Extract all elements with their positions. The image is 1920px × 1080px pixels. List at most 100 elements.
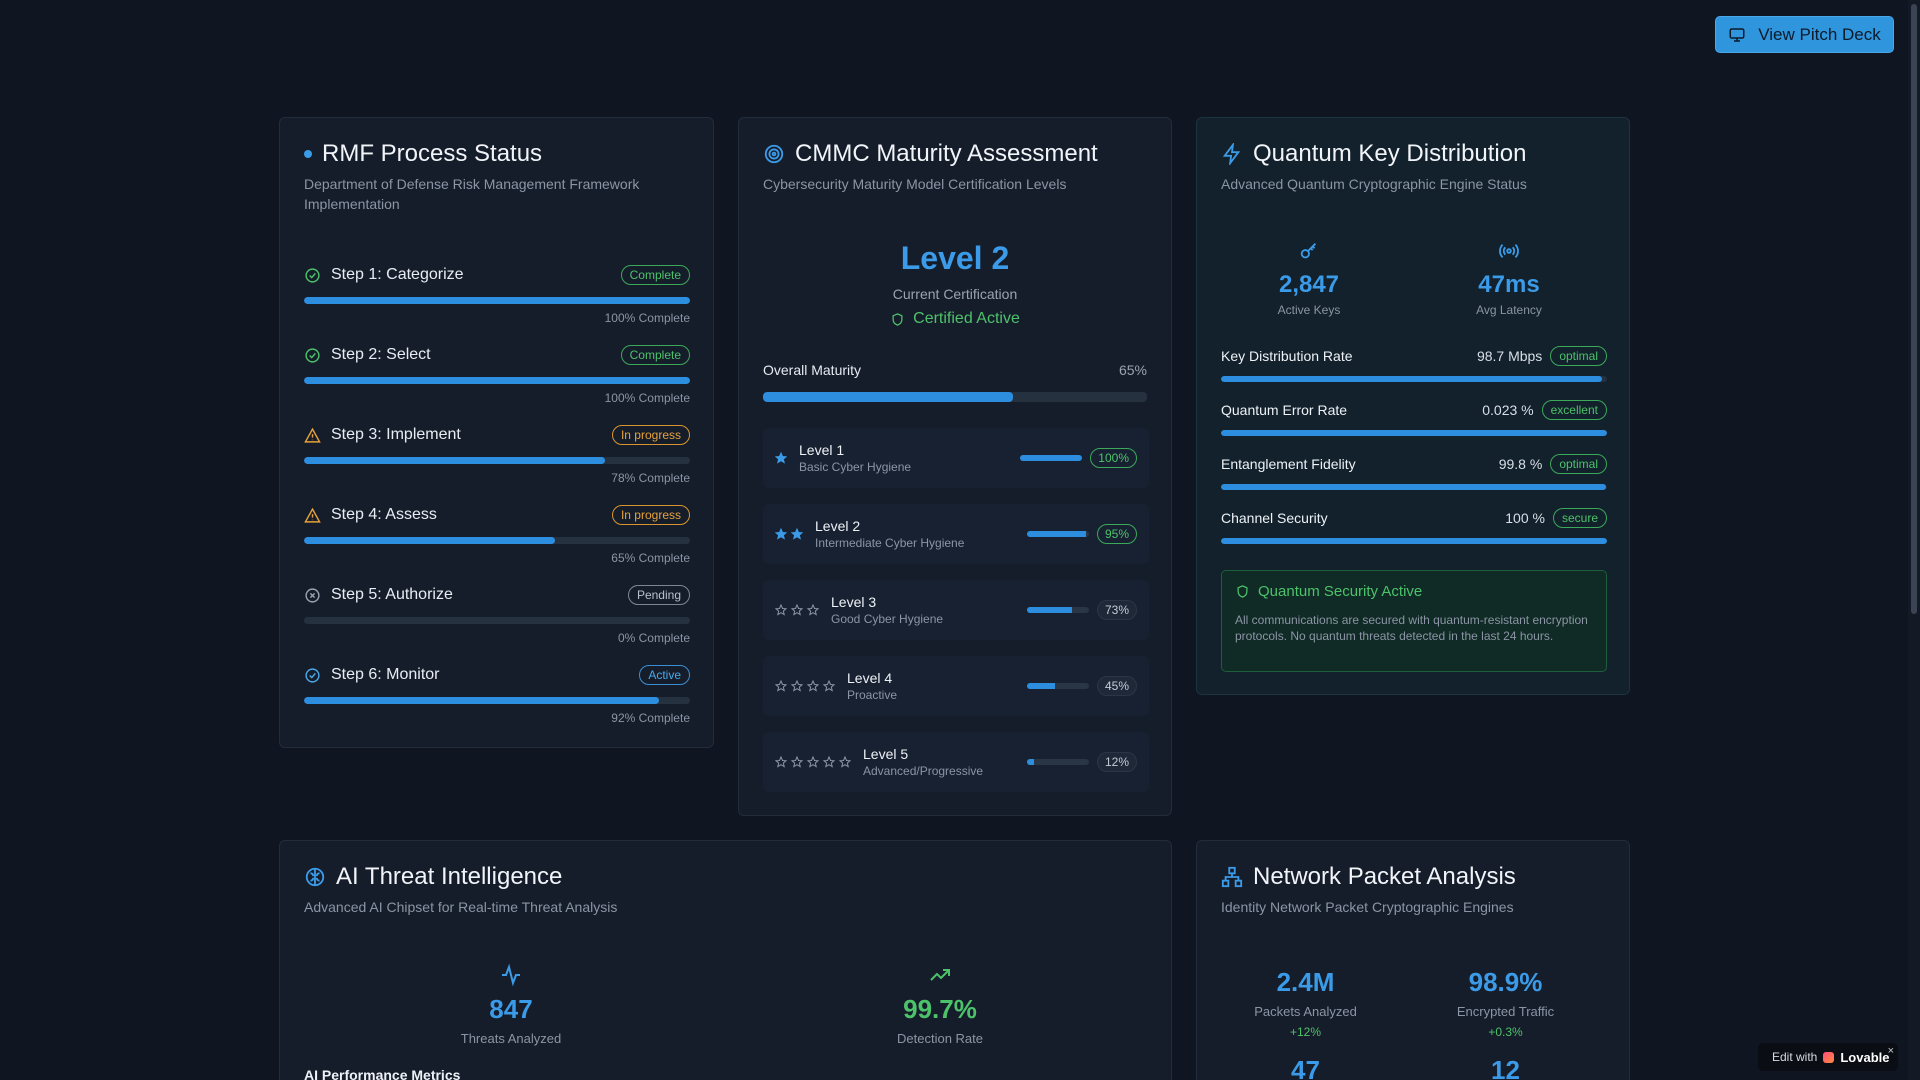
- level-description: Intermediate Cyber Hygiene: [815, 536, 965, 550]
- rmf-step-progress-fill: [304, 297, 690, 304]
- ai-subtitle: Advanced AI Chipset for Real-time Threat…: [304, 899, 618, 915]
- network-stat-4-value: 12: [1491, 1055, 1520, 1080]
- qkd-metric-badge: optimal: [1550, 454, 1607, 474]
- level-progress-bar: [1020, 455, 1083, 461]
- close-badge-button[interactable]: ×: [1887, 1045, 1894, 1057]
- encrypted-traffic-change: +0.3%: [1488, 1025, 1523, 1039]
- level-description: Advanced/Progressive: [863, 764, 984, 778]
- detection-rate-label: Detection Rate: [897, 1031, 983, 1046]
- overall-maturity-label: Overall Maturity: [763, 362, 862, 378]
- qkd-metric: Key Distribution Rate 98.7 Mbps optimal: [1221, 346, 1607, 382]
- rmf-step-progress-bar: [304, 697, 690, 704]
- qkd-metric-value: 100 %: [1505, 510, 1545, 526]
- cmmc-level-row: Level 5 Advanced/Progressive 12%: [763, 732, 1149, 792]
- level-progress-fill: [1026, 683, 1055, 689]
- rmf-step-label: Step 3: Implement: [331, 426, 461, 443]
- edit-with-lovable-badge[interactable]: Edit with Lovable ×: [1758, 1043, 1898, 1071]
- rmf-step-percent: 92% Complete: [611, 711, 690, 725]
- certified-active-status: Certified Active: [739, 310, 1171, 328]
- star-icon: [823, 680, 835, 692]
- scrollbar-thumb[interactable]: [1911, 4, 1917, 614]
- level-name: Level 5: [863, 746, 909, 762]
- ai-threat-card: AI Threat Intelligence Advanced AI Chips…: [279, 840, 1172, 1080]
- encrypted-traffic-value: 98.9%: [1468, 967, 1543, 997]
- level-percent-badge: 73%: [1096, 600, 1137, 620]
- level-progress-fill: [1020, 455, 1083, 461]
- qkd-metric-bar: [1221, 376, 1607, 382]
- qkd-metric-value: 0.023 %: [1482, 402, 1534, 418]
- avg-latency-value: 47ms: [1478, 271, 1540, 298]
- level-progress-bar: [1026, 607, 1089, 613]
- rmf-step-label: Step 6: Monitor: [331, 666, 440, 683]
- encrypted-traffic-stat: 98.9% Encrypted Traffic +0.3%: [1397, 965, 1614, 1039]
- level-percent-badge: 45%: [1096, 676, 1137, 696]
- cmmc-title: CMMC Maturity Assessment: [763, 140, 1098, 168]
- level-progress-fill: [1026, 759, 1035, 765]
- rmf-step-progress-fill: [304, 377, 690, 384]
- warning-icon: [304, 507, 321, 524]
- star-icon: [775, 452, 787, 464]
- network-stat-4: 12: [1397, 1053, 1614, 1080]
- qkd-metric-value: 99.8 %: [1498, 456, 1543, 472]
- level-stars: [775, 528, 803, 540]
- rmf-step-status-badge: Active: [639, 665, 690, 685]
- rmf-step-status-badge: In progress: [611, 425, 690, 445]
- level-name: Level 1: [799, 442, 845, 458]
- detection-rate-stat: 99.7% Detection Rate: [830, 963, 1050, 1046]
- star-icon: [839, 756, 851, 768]
- qkd-metric-bar: [1221, 538, 1607, 544]
- qkd-metric-fill: [1221, 376, 1602, 382]
- network-title: Network Packet Analysis: [1221, 863, 1516, 891]
- rmf-step-label: Step 4: Assess: [331, 506, 437, 523]
- trending-up-icon: [930, 969, 950, 981]
- rmf-title: RMF Process Status: [304, 140, 542, 168]
- level-stars: [775, 452, 787, 464]
- threats-analyzed-value: 847: [489, 994, 533, 1024]
- qkd-metric-fill: [1221, 484, 1607, 490]
- network-packet-card: Network Packet Analysis Identity Network…: [1196, 840, 1630, 1080]
- rmf-step: Step 5: Authorize Pending 0% Complete: [304, 583, 690, 653]
- star-icon: [823, 756, 835, 768]
- qkd-metric-name: Entanglement Fidelity: [1221, 456, 1356, 472]
- qkd-metric: Quantum Error Rate 0.023 % excellent: [1221, 400, 1607, 436]
- lovable-brand: Lovable: [1840, 1049, 1890, 1065]
- level-name: Level 2: [815, 518, 861, 534]
- star-icon: [791, 756, 803, 768]
- avg-latency-stat: 47ms Avg Latency: [1409, 240, 1609, 317]
- network-stat-3-value: 47: [1291, 1055, 1320, 1080]
- page-scrollbar[interactable]: [1908, 0, 1920, 1080]
- level-percent-badge: 12%: [1096, 752, 1137, 772]
- rmf-step-percent: 100% Complete: [604, 391, 690, 405]
- monitor-icon: [1729, 27, 1745, 42]
- star-icon: [791, 528, 803, 540]
- avg-latency-label: Avg Latency: [1476, 303, 1542, 317]
- key-icon: [1300, 243, 1317, 259]
- packets-analyzed-label: Packets Analyzed: [1254, 1004, 1357, 1019]
- overall-maturity: Overall Maturity 65%: [763, 362, 1147, 402]
- qkd-metric-fill: [1221, 538, 1607, 544]
- view-pitch-deck-button[interactable]: View Pitch Deck: [1715, 16, 1894, 53]
- detection-rate-value: 99.7%: [903, 994, 977, 1024]
- qkd-metric-badge: secure: [1552, 508, 1607, 528]
- level-percent-badge: 100%: [1090, 448, 1137, 468]
- cmmc-level-row: Level 2 Intermediate Cyber Hygiene 95%: [763, 504, 1149, 564]
- rmf-step: Step 1: Categorize Complete 100% Complet…: [304, 263, 690, 333]
- rmf-step-progress-bar: [304, 617, 690, 624]
- level-description: Good Cyber Hygiene: [831, 612, 944, 626]
- warning-icon: [304, 427, 321, 444]
- rmf-step-status-badge: Complete: [620, 345, 690, 365]
- network-subtitle: Identity Network Packet Cryptographic En…: [1221, 899, 1514, 915]
- qkd-metric-value: 98.7 Mbps: [1476, 348, 1543, 364]
- threats-analyzed-label: Threats Analyzed: [460, 1031, 562, 1046]
- level-description: Proactive: [847, 688, 898, 702]
- cmmc-level-row: Level 3 Good Cyber Hygiene 73%: [763, 580, 1149, 640]
- rmf-step-label: Step 5: Authorize: [331, 586, 453, 603]
- packets-analyzed-value: 2.4M: [1276, 967, 1335, 997]
- qkd-metric-bar: [1221, 430, 1607, 436]
- rmf-step-status-badge: In progress: [611, 505, 690, 525]
- x-circle-icon: [304, 587, 321, 604]
- level-percent-badge: 95%: [1096, 524, 1137, 544]
- encrypted-traffic-label: Encrypted Traffic: [1456, 1004, 1555, 1019]
- level-stars: [775, 680, 835, 692]
- rmf-step-status-badge: Complete: [620, 265, 690, 285]
